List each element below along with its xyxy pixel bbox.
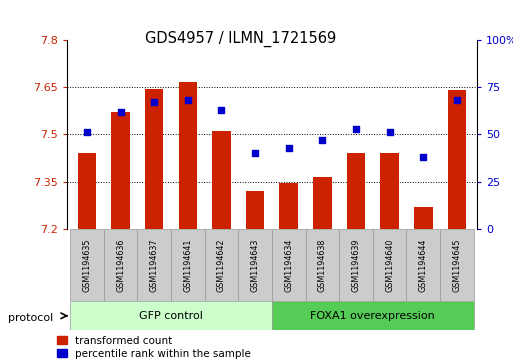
Bar [313, 177, 331, 229]
Bar [145, 89, 164, 229]
Bar [77, 153, 96, 229]
Bar [111, 112, 130, 229]
Point [386, 130, 394, 135]
Bar [414, 207, 432, 229]
Bar [205, 229, 238, 301]
Point [184, 97, 192, 103]
Bar [306, 229, 339, 301]
Point [419, 154, 427, 160]
Legend: transformed count, percentile rank within the sample: transformed count, percentile rank withi… [56, 335, 251, 359]
Bar [448, 90, 466, 229]
Text: GSM1194643: GSM1194643 [250, 238, 260, 292]
Text: GSM1194638: GSM1194638 [318, 238, 327, 292]
Text: GDS4957 / ILMN_1721569: GDS4957 / ILMN_1721569 [146, 31, 337, 47]
Bar [440, 229, 473, 301]
Bar [104, 229, 137, 301]
Point [285, 144, 293, 150]
Bar [238, 229, 272, 301]
Text: protocol: protocol [8, 313, 53, 323]
Bar [246, 191, 264, 229]
Bar [70, 301, 272, 330]
Text: FOXA1 overexpression: FOXA1 overexpression [310, 311, 435, 321]
Point [116, 109, 125, 115]
Bar [171, 229, 205, 301]
Text: GSM1194645: GSM1194645 [452, 238, 461, 292]
Text: GSM1194639: GSM1194639 [351, 238, 361, 292]
Bar [272, 301, 473, 330]
Text: GSM1194640: GSM1194640 [385, 238, 394, 292]
Bar [70, 229, 104, 301]
Text: GSM1194641: GSM1194641 [183, 238, 192, 292]
Text: GSM1194642: GSM1194642 [217, 238, 226, 292]
Text: GSM1194644: GSM1194644 [419, 238, 428, 292]
Bar [406, 229, 440, 301]
Bar [339, 229, 373, 301]
Bar [373, 229, 406, 301]
Point [453, 97, 461, 103]
Text: GSM1194635: GSM1194635 [83, 238, 91, 292]
Text: GSM1194634: GSM1194634 [284, 238, 293, 292]
Bar [137, 229, 171, 301]
Bar [280, 183, 298, 229]
Bar [347, 153, 365, 229]
Point [352, 126, 360, 131]
Point [251, 150, 259, 156]
Point [218, 107, 226, 113]
Bar [179, 82, 197, 229]
Bar [272, 229, 306, 301]
Bar [380, 153, 399, 229]
Point [150, 99, 158, 105]
Text: GFP control: GFP control [139, 311, 203, 321]
Bar [212, 131, 231, 229]
Point [318, 137, 326, 143]
Point [83, 130, 91, 135]
Text: GSM1194636: GSM1194636 [116, 238, 125, 292]
Text: GSM1194637: GSM1194637 [150, 238, 159, 292]
